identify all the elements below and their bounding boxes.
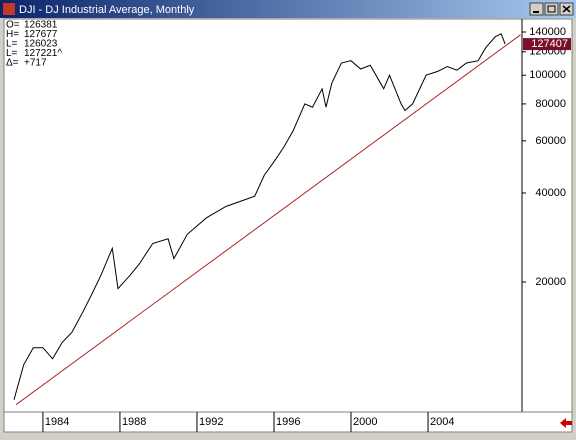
info-value: 126381: [24, 20, 58, 31]
last-value-box: [523, 38, 571, 51]
maximize-button[interactable]: [544, 2, 559, 16]
y-tick-label: 40000: [535, 187, 566, 199]
x-tick-label: 2004: [430, 416, 454, 428]
info-label: Δ=: [6, 58, 19, 69]
info-label: O=: [6, 20, 20, 31]
minimize-button[interactable]: [529, 2, 544, 16]
info-value: 126023: [24, 39, 58, 50]
info-value: 127221^: [24, 48, 62, 59]
last-value-label: 127407: [531, 38, 568, 50]
x-tick-label: 1988: [122, 416, 146, 428]
x-tick-label: 1996: [276, 416, 300, 428]
y-tick-label: 80000: [535, 98, 566, 110]
price-line: [13, 33, 506, 400]
maximize-glyph: [547, 5, 556, 13]
app-icon: [3, 3, 15, 15]
info-label: H=: [6, 29, 19, 40]
info-value: 127677: [24, 29, 58, 40]
x-tick-label: 2000: [353, 416, 377, 428]
close-glyph: [562, 5, 571, 13]
y-tick-label: 100000: [529, 69, 566, 81]
y-tick-label: 60000: [535, 135, 566, 147]
title-bar: [0, 0, 576, 18]
scroll-arrow[interactable]: [560, 418, 572, 428]
window-title: DJI - DJ Industrial Average, Monthly: [19, 4, 195, 16]
info-value: +717: [24, 58, 47, 69]
chart-area: [3, 18, 573, 413]
x-tick-label: 1992: [199, 416, 223, 428]
window-buttons[interactable]: [529, 2, 574, 16]
y-tick-label: 20000: [535, 276, 566, 288]
x-tick-label: 1984: [45, 416, 69, 428]
info-label: L=: [6, 39, 18, 50]
y-tick-label: 140000: [529, 26, 566, 38]
trend-line: [15, 34, 521, 406]
info-label: L=: [6, 48, 18, 59]
